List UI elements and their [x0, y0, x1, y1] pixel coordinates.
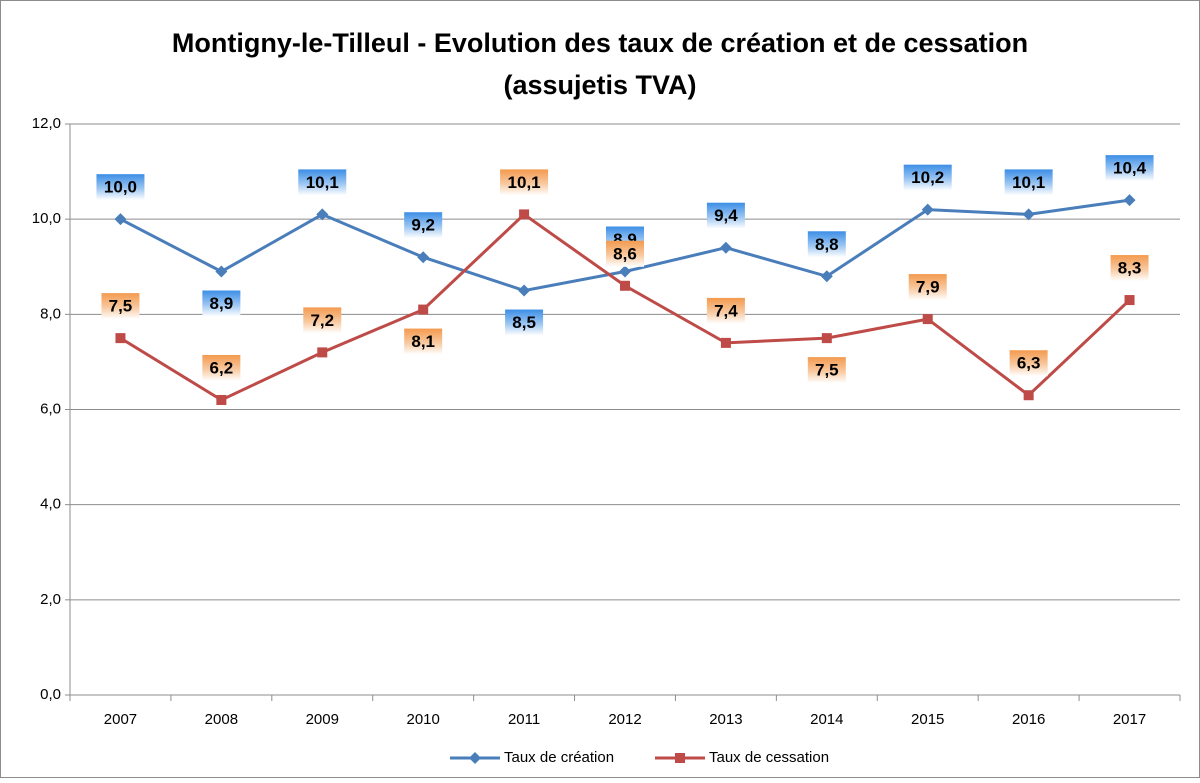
data-label-box	[1105, 155, 1154, 182]
marker	[216, 394, 227, 405]
y-tick-label: 12,0	[32, 115, 61, 132]
legend-marker	[469, 752, 481, 764]
x-tick-label: 2007	[104, 711, 137, 728]
data-label: 8,8	[815, 235, 839, 254]
marker	[518, 284, 531, 297]
marker	[519, 209, 530, 220]
marker	[417, 251, 430, 264]
data-label: 8,5	[512, 313, 536, 332]
marker	[719, 241, 732, 254]
data-label: 10,1	[306, 173, 339, 192]
data-label-box	[908, 274, 947, 301]
data-label: 7,2	[310, 311, 334, 330]
x-tick-label: 2014	[810, 711, 843, 728]
data-label: 7,5	[815, 361, 839, 380]
chart-title: Montigny-le-Tilleul - Evolution des taux…	[172, 28, 1028, 58]
data-label: 10,4	[1113, 159, 1147, 178]
x-tick-label: 2012	[608, 711, 641, 728]
x-tick-label: 2010	[406, 711, 439, 728]
marker	[1023, 390, 1034, 401]
marker	[215, 265, 228, 278]
data-label-box	[1009, 350, 1048, 377]
data-label: 8,9	[210, 294, 234, 313]
data-label: 6,3	[1017, 354, 1041, 373]
data-label: 9,2	[411, 216, 435, 235]
y-tick-label: 4,0	[40, 496, 61, 513]
marker	[720, 337, 731, 348]
data-label: 7,5	[109, 297, 133, 316]
data-label-box	[404, 328, 443, 355]
data-label-box	[1110, 255, 1149, 282]
data-label-box	[706, 297, 745, 324]
y-tick-label: 6,0	[40, 400, 61, 417]
x-tick-label: 2015	[911, 711, 944, 728]
data-label: 7,4	[714, 301, 738, 320]
data-label: 9,4	[714, 206, 738, 225]
chart-title: (assujetis TVA)	[503, 70, 696, 100]
marker	[620, 280, 630, 291]
x-tick-label: 2011	[508, 711, 540, 728]
data-label: 10,1	[508, 173, 541, 192]
data-label: 10,1	[1012, 173, 1045, 192]
marker	[317, 347, 328, 358]
data-label-box	[202, 354, 241, 381]
data-label-box	[404, 212, 443, 239]
x-tick-label: 2016	[1012, 711, 1045, 728]
marker	[418, 304, 429, 315]
data-label-box	[303, 307, 342, 334]
data-label: 6,2	[210, 358, 234, 377]
marker	[114, 213, 127, 226]
marker	[1124, 295, 1135, 306]
data-label: 8,1	[411, 332, 435, 351]
data-label-box	[505, 309, 544, 336]
marker	[1123, 194, 1136, 207]
marker	[619, 265, 631, 278]
data-label: 7,9	[916, 278, 940, 297]
marker	[1022, 208, 1035, 221]
legend-marker	[675, 753, 685, 763]
data-label: 8,6	[613, 244, 637, 263]
data-label-box	[96, 174, 145, 201]
data-label-box	[706, 202, 745, 229]
y-tick-label: 10,0	[32, 210, 61, 227]
data-label-box	[1004, 169, 1053, 196]
marker	[316, 208, 329, 221]
y-tick-label: 0,0	[40, 686, 61, 703]
x-tick-label: 2017	[1113, 711, 1146, 728]
x-tick-label: 2008	[205, 711, 238, 728]
data-label-box	[202, 290, 241, 317]
data-label: 8,3	[1118, 259, 1142, 278]
legend-label: Taux de cessation	[709, 749, 829, 766]
marker	[821, 333, 832, 344]
data-label: 10,0	[104, 178, 137, 197]
data-label-box	[903, 164, 952, 191]
marker	[922, 314, 933, 325]
marker	[115, 333, 126, 344]
x-tick-label: 2009	[306, 711, 339, 728]
data-label-box	[807, 357, 846, 384]
data-label: 10,2	[911, 168, 944, 187]
data-label-box	[606, 240, 644, 267]
data-label-box	[500, 169, 549, 196]
y-tick-label: 2,0	[40, 591, 61, 608]
data-label-box	[298, 169, 347, 196]
marker	[820, 270, 833, 283]
legend-label: Taux de création	[504, 749, 614, 766]
y-tick-label: 8,0	[40, 305, 61, 322]
x-tick-label: 2013	[709, 711, 742, 728]
data-label-box	[101, 293, 140, 320]
marker	[921, 203, 934, 216]
data-label-box	[807, 231, 846, 258]
